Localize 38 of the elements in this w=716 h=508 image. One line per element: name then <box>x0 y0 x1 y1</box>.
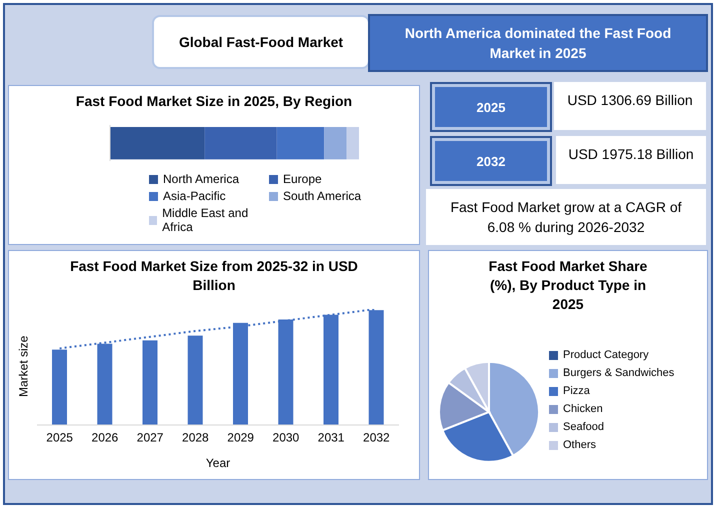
text: Fast Food Market Share (%), By Product Type in 2025 <box>488 257 648 314</box>
legend-label: Pizza <box>563 385 590 397</box>
bar <box>204 127 277 160</box>
chart-title: Fast Food Market Size in 2025, By Region <box>74 92 354 111</box>
chart-title: Fast Food Market Size from 2025-32 in USD Billion <box>69 257 359 295</box>
bar <box>188 336 203 425</box>
text: North America dominated the Fast Food Market in 2025 <box>368 14 708 72</box>
legend-label: North America <box>163 172 240 186</box>
bar <box>324 127 347 160</box>
legend-label: Europe <box>283 172 322 186</box>
x-tick-label: 2031 <box>318 430 345 445</box>
x-tick-label: 2027 <box>136 430 164 445</box>
x-tick-label: 2032 <box>363 430 390 445</box>
y-axis-title: Market size <box>16 335 30 397</box>
bar <box>346 127 359 160</box>
legend-label: Middle East and Africa <box>162 206 250 234</box>
text: 2025 <box>432 84 550 130</box>
legend-label: Burgers & Sandwiches <box>563 367 674 379</box>
x-tick-label: 2026 <box>92 430 119 445</box>
legend-label: Others <box>563 439 596 451</box>
x-tick-label: 2029 <box>227 430 254 445</box>
bar <box>142 340 158 425</box>
x-axis-title: Year <box>206 456 230 470</box>
bar <box>276 127 324 160</box>
x-tick-label: 2025 <box>46 430 74 445</box>
legend-label: Seafood <box>563 421 604 433</box>
legend-label: Asia-Pacific <box>163 189 226 203</box>
text: USD 1975.18 Billion <box>556 136 706 184</box>
text: Fast Food Market grow at a CAGR of 6.08 % during 2026-2032 <box>426 189 706 245</box>
text: 2032 <box>432 138 550 184</box>
legend-label: South America <box>283 189 362 203</box>
x-tick-label: 2028 <box>182 430 210 445</box>
legend-label: Chicken <box>563 403 603 415</box>
legend-label: Product Category <box>563 349 649 361</box>
x-tick-label: 2030 <box>272 430 300 445</box>
bar <box>110 127 205 160</box>
text: Global Fast-Food Market <box>152 15 370 69</box>
text: USD 1306.69 Billion <box>554 82 706 130</box>
